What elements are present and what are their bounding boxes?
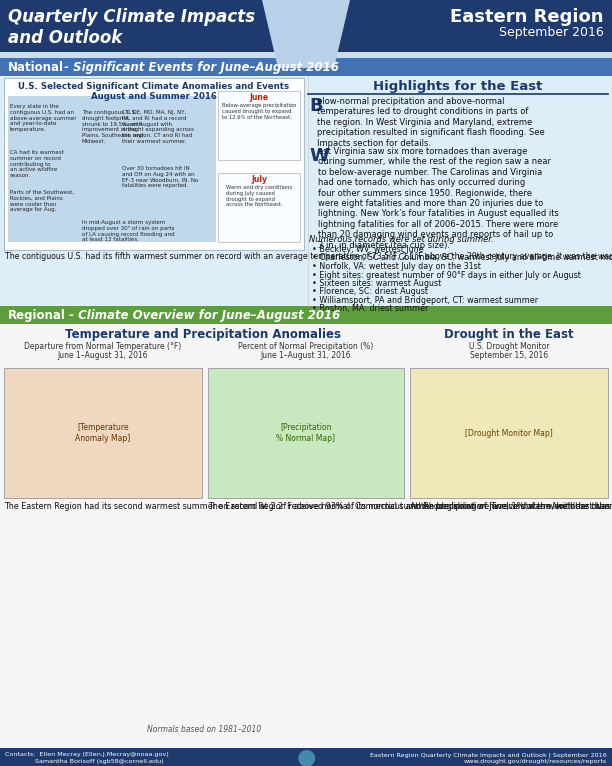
Text: Numerous records were set during summer.: Numerous records were set during summer. — [309, 235, 494, 244]
Text: The contiguous U.S. had its fifth warmest summer on record with an average tempe: The contiguous U.S. had its fifth warmes… — [5, 252, 612, 261]
Bar — [218, 173, 300, 242]
Bar — [8, 96, 216, 242]
Text: September 2016: September 2016 — [499, 26, 604, 39]
Text: Contacts:  Ellen Mecray (Ellen.J.Mecray@noaa.gov): Contacts: Ellen Mecray (Ellen.J.Mecray@n… — [5, 752, 169, 757]
Text: The Eastern Region received 93% of its normal summer precipitation. Twelve state: The Eastern Region received 93% of its n… — [208, 502, 612, 511]
Text: [Precipitation
% Normal Map]: [Precipitation % Normal Map] — [277, 424, 335, 443]
Text: The Eastern Region had its second warmest summer on record at 2.2°F above normal: The Eastern Region had its second warmes… — [4, 502, 612, 511]
Text: June: June — [250, 93, 269, 102]
Text: W: W — [309, 147, 329, 165]
Text: June 1–August 31, 2016: June 1–August 31, 2016 — [58, 351, 148, 360]
Text: - Significant Events for June–August 2016: - Significant Events for June–August 201… — [60, 61, 339, 74]
Text: [Temperature
Anomaly Map]: [Temperature Anomaly Map] — [75, 424, 130, 443]
Text: elow-normal precipitation and above-normal
temperatures led to drought condition: elow-normal precipitation and above-norm… — [317, 97, 545, 148]
Text: • Boston, MA: driest summer: • Boston, MA: driest summer — [312, 305, 428, 313]
Text: Departure from Normal Temperature (°F): Departure from Normal Temperature (°F) — [24, 342, 182, 351]
Text: Eastern Region Quarterly Climate Impacts and Outlook | September 2016: Eastern Region Quarterly Climate Impacts… — [370, 752, 607, 758]
Text: Eastern Region: Eastern Region — [450, 8, 604, 26]
Text: Warm and dry conditions
during July caused
drought to expand
across the Northeas: Warm and dry conditions during July caus… — [226, 185, 292, 208]
Text: Parts of the Southwest,
Rockies, and Plains
were cooler than
average for Aug.: Parts of the Southwest, Rockies, and Pla… — [10, 190, 74, 212]
Text: Over 30 tornadoes hit IN
and OH on Aug 24 with an
EF-3 near Woodburn, IN. No
fat: Over 30 tornadoes hit IN and OH on Aug 2… — [122, 166, 198, 188]
Bar — [4, 368, 202, 498]
Text: September 15, 2016: September 15, 2016 — [470, 351, 548, 360]
Bar — [0, 58, 612, 76]
Text: National: National — [8, 61, 64, 74]
Text: U.S. Drought Monitor: U.S. Drought Monitor — [469, 342, 549, 351]
Text: est Virginia saw six more tornadoes than average
during summer, while the rest o: est Virginia saw six more tornadoes than… — [318, 147, 559, 250]
Text: • Beckley, WV: wettest June: • Beckley, WV: wettest June — [312, 245, 424, 254]
Text: In mid-August a storm system
dropped over 30" of rain on parts
of LA causing rec: In mid-August a storm system dropped ove… — [82, 220, 174, 242]
Text: July: July — [251, 175, 267, 184]
Text: Highlights for the East: Highlights for the East — [373, 80, 543, 93]
Text: CT, DE, MD, MA, NJ, NY,
PA, and RI had a record
warm August with
drought expandi: CT, DE, MD, MA, NJ, NY, PA, and RI had a… — [122, 110, 194, 144]
Text: At the beginning of June, 1% of the Northeast was in a drought. Conditions deter: At the beginning of June, 1% of the Nort… — [410, 502, 612, 511]
Text: Samantha Borisoff (sgb58@cornell.edu): Samantha Borisoff (sgb58@cornell.edu) — [5, 759, 163, 764]
Bar — [0, 52, 612, 58]
Text: • Florence, SC: driest August: • Florence, SC: driest August — [312, 287, 428, 296]
Text: B: B — [309, 97, 323, 115]
Bar — [0, 306, 612, 324]
Bar — [410, 368, 608, 498]
Text: • Norfolk, VA: wettest July day on the 31st: • Norfolk, VA: wettest July day on the 3… — [312, 262, 481, 271]
Bar — [0, 748, 612, 766]
Bar — [0, 76, 612, 306]
Bar — [0, 0, 612, 52]
Bar — [208, 368, 404, 498]
Text: Temperature and Precipitation Anomalies: Temperature and Precipitation Anomalies — [65, 328, 341, 341]
Text: Normals based on 1981–2010: Normals based on 1981–2010 — [147, 725, 261, 734]
Text: June 1–August 31, 2016: June 1–August 31, 2016 — [261, 351, 351, 360]
Text: [Drought Monitor Map]: [Drought Monitor Map] — [465, 428, 553, 437]
Text: Drought in the East: Drought in the East — [444, 328, 574, 341]
Bar — [4, 78, 304, 250]
Polygon shape — [262, 0, 350, 68]
Text: The contiguous U.S.
drought footprint
shrunk to 19.5%, with
improvement in the
P: The contiguous U.S. drought footprint sh… — [82, 110, 143, 144]
Text: Every state in the
contiguous U.S. had an
above-average summer
and year-to-date
: Every state in the contiguous U.S. had a… — [10, 104, 76, 133]
Text: U.S. Selected Significant Climate Anomalies and Events: U.S. Selected Significant Climate Anomal… — [18, 82, 289, 91]
Text: August and Summer 2016: August and Summer 2016 — [91, 92, 217, 101]
Text: www.drought.gov/drought/resources/reports: www.drought.gov/drought/resources/report… — [464, 759, 607, 764]
Bar — [0, 324, 612, 748]
Text: • Sixteen sites: warmest August: • Sixteen sites: warmest August — [312, 279, 441, 288]
Text: CA had its warmest
summer on record
contributing to
an active wildfire
season.: CA had its warmest summer on record cont… — [10, 150, 64, 178]
Text: • Eight sites: greatest number of 90°F days in either July or August: • Eight sites: greatest number of 90°F d… — [312, 270, 581, 280]
Text: Regional: Regional — [8, 309, 66, 322]
Text: Below-average precipitation
caused drought to expand
to 12.6% of the Northeast.: Below-average precipitation caused droug… — [222, 103, 296, 119]
Text: ●: ● — [296, 747, 316, 766]
Text: • Charleston, SC and Columbia, SC: warmest July and all-time warmest month: • Charleston, SC and Columbia, SC: warme… — [312, 254, 612, 263]
Text: Percent of Normal Precipitation (%): Percent of Normal Precipitation (%) — [239, 342, 373, 351]
Text: • Williamsport, PA and Bridgeport, CT: warmest summer: • Williamsport, PA and Bridgeport, CT: w… — [312, 296, 538, 305]
Text: Quarterly Climate Impacts
and Outlook: Quarterly Climate Impacts and Outlook — [8, 8, 255, 47]
Bar — [218, 91, 300, 160]
Text: - Climate Overview for June–August 2016: - Climate Overview for June–August 2016 — [65, 309, 340, 322]
